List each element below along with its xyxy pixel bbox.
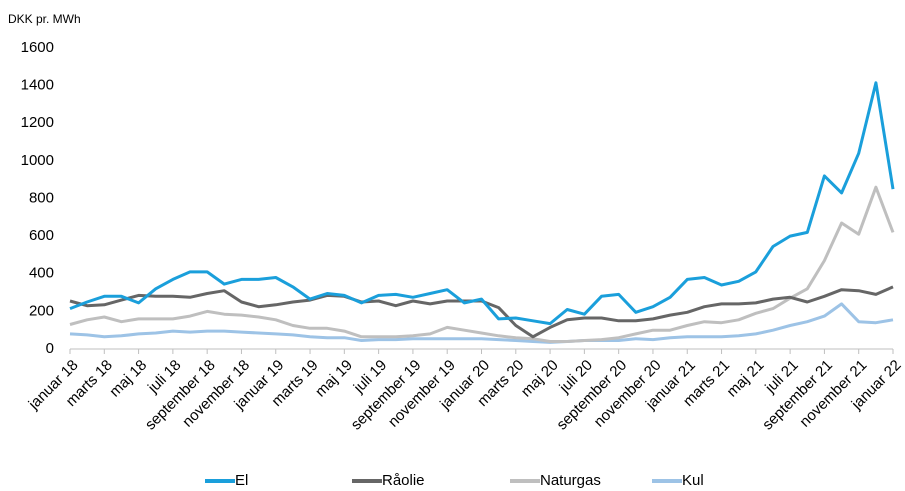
x-tick-label: maj 21 xyxy=(724,357,768,401)
y-tick-label: 1400 xyxy=(21,77,54,94)
series-line xyxy=(69,302,894,344)
x-tick-label: maj 18 xyxy=(106,357,150,401)
y-tick-label: 1600 xyxy=(21,39,54,56)
y-tick-label: 0 xyxy=(46,340,54,357)
x-tick-label: maj 20 xyxy=(518,357,562,401)
legend-label: El xyxy=(235,472,248,489)
legend-item: Naturgas xyxy=(510,472,601,489)
legend-label: Råolie xyxy=(382,472,425,489)
y-tick-label: 1200 xyxy=(21,114,54,131)
series-line xyxy=(69,185,895,343)
y-tick-label: 600 xyxy=(29,227,54,244)
legend-item: Råolie xyxy=(352,472,425,489)
y-tick-label: 200 xyxy=(29,302,54,319)
x-tick-label: maj 19 xyxy=(312,357,356,401)
series-line xyxy=(69,81,895,326)
y-tick-label: 400 xyxy=(29,265,54,282)
y-tick-label: 1000 xyxy=(21,152,54,169)
y-axis-unit: DKK pr. MWh xyxy=(8,12,81,26)
y-tick-label: 800 xyxy=(29,189,54,206)
legend-item: Kul xyxy=(652,472,704,489)
series-line xyxy=(69,285,894,339)
legend-label: Naturgas xyxy=(540,472,601,489)
legend-item: El xyxy=(205,472,248,489)
legend-label: Kul xyxy=(682,472,704,489)
